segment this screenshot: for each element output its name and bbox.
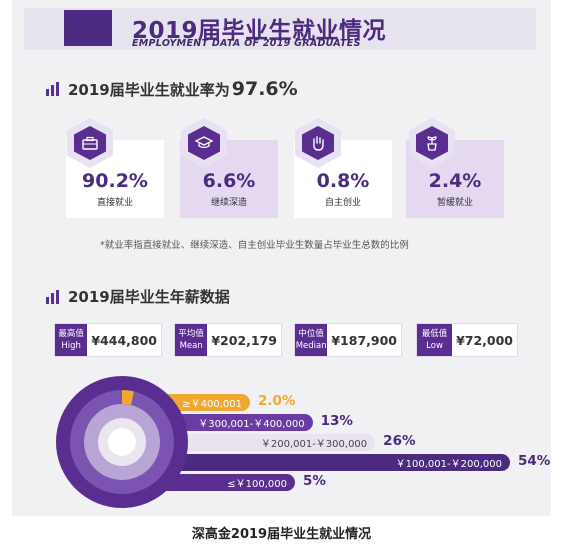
salary-band-percent: 5% — [303, 473, 326, 489]
salary-band-label: ￥100,001-￥200,000 — [395, 459, 502, 470]
stat-value: 6.6% — [202, 170, 256, 192]
employment-title-text: 2019届毕业生就业率为 — [68, 80, 230, 99]
salary-tag-cn: 平均值 — [178, 329, 204, 339]
salary-tag: 最低值 Low — [417, 324, 453, 356]
stat-label: 自主创业 — [324, 198, 361, 208]
graduation-cap-icon — [195, 136, 213, 149]
salary-card-low: 最低值 Low ¥72,000 — [417, 324, 517, 356]
salary-value: ¥202,179 — [211, 332, 277, 348]
sprout-pot-icon — [427, 136, 437, 151]
ring-segment-top — [122, 390, 134, 405]
employment-rate: 97.6% — [231, 78, 298, 100]
stat-value: 90.2% — [82, 170, 148, 192]
salary-band-label: ≤￥100,000 — [227, 479, 287, 490]
salary-band-percent: 2.0% — [258, 393, 296, 409]
salary-tag-en: Mean — [179, 341, 203, 351]
salary-card-median: 中位值 Median ¥187,900 — [295, 324, 401, 356]
ring-hole-inner — [108, 428, 136, 456]
stat-value: 2.4% — [428, 170, 482, 192]
page-subtitle: EMPLOYMENT DATA OF 2019 GRADUATES — [132, 38, 361, 49]
salary-tag: 平均值 Mean — [175, 324, 208, 356]
salary-tag: 最高值 High — [55, 324, 88, 356]
salary-tag-en: Median — [295, 341, 327, 351]
stat-label: 暂缓就业 — [436, 198, 473, 208]
salary-card-mean: 平均值 Mean ¥202,179 — [175, 324, 281, 356]
salary-band-bar: ￥100,001-￥200,000 — [120, 454, 510, 471]
salary-band-label: ￥300,001-￥400,000 — [198, 419, 305, 430]
salary-tag-en: High — [61, 341, 81, 351]
salary-band-label: ≥￥400,001 — [182, 399, 242, 410]
salary-tag-cn: 最高值 — [58, 329, 84, 339]
salary-card-high: 最高值 High ¥444,800 — [55, 324, 161, 356]
page-title: 2019届毕业生就业情况 — [132, 18, 387, 44]
bar-chart-icon — [46, 82, 60, 96]
salary-title-text: 2019届毕业生年薪数据 — [68, 288, 230, 306]
stat-value: 0.8% — [316, 170, 370, 192]
salary-tag-cn: 最低值 — [421, 329, 448, 339]
salary-band-percent: 54% — [518, 453, 551, 469]
salary-band-percent: 26% — [383, 433, 416, 449]
salary-band-label: ￥200,001-￥300,000 — [260, 439, 368, 450]
employment-footnote: *就业率指直接就业、继续深造、自主创业毕业生数量占毕业生总数的比例 — [100, 240, 409, 251]
employment-section-title: 2019届毕业生就业率为 97.6% — [46, 78, 298, 100]
salary-tag-en: Low — [426, 341, 443, 351]
header-accent-block — [64, 10, 112, 46]
salary-value: ¥72,000 — [456, 332, 513, 348]
salary-ring-graphic — [56, 376, 188, 508]
briefcase-icon — [82, 136, 98, 150]
header-banner: 2019届毕业生就业情况 EMPLOYMENT DATA OF 2019 GRA… — [24, 8, 536, 50]
salary-band-percent: 13% — [320, 413, 353, 429]
stat-label: 直接就业 — [96, 198, 133, 208]
salary-tag-cn: 中位值 — [298, 329, 324, 339]
salary-tag: 中位值 Median — [295, 324, 328, 356]
stat-label: 继续深造 — [210, 198, 247, 208]
raised-hand-icon — [313, 136, 324, 151]
salary-value: ¥187,900 — [331, 332, 397, 348]
image-caption: 深高金2019届毕业生就业情况 — [191, 527, 372, 542]
bar-chart-icon — [46, 289, 60, 304]
salary-value: ¥444,800 — [91, 332, 157, 348]
salary-section-title: 2019届毕业生年薪数据 — [46, 286, 230, 307]
